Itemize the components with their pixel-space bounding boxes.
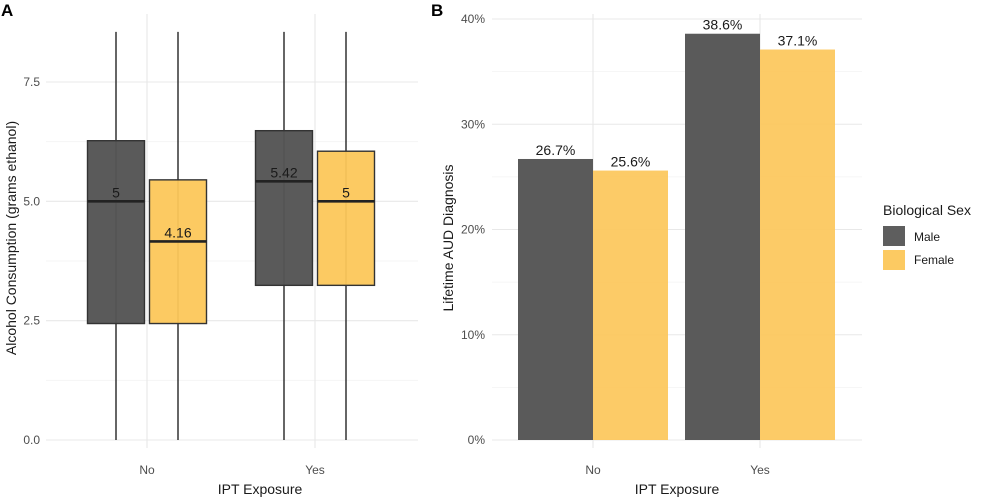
panel-a-y-tick-label: 5.0 [23,194,40,208]
legend: Biological Sex Male Female [883,202,971,270]
panel-b-y-axis-title: Lifetime AUD Diagnosis [440,164,456,311]
legend-title: Biological Sex [883,202,971,218]
panel-a-x-tick-label: No [139,463,155,477]
panel-b-barchart: B 0% 10% 20% 30% 40% No Yes 26.7% 38.6% 25.6% 37… [431,1,862,497]
panel-b-y-tick-label: 40% [461,12,485,26]
panel-a-x-ticks: No Yes [139,463,324,477]
box-median-label: 5.42 [270,164,297,180]
bar-female [593,170,668,440]
bar-male [685,33,760,441]
panel-a-y-tick-label: 2.5 [23,314,40,328]
panel-b-x-ticks: No Yes [585,463,769,477]
panel-a-y-tick-label: 7.5 [23,75,40,89]
legend-label-male: Male [914,230,940,244]
bar-value-label: 25.6% [611,154,651,170]
panel-a-y-tick-label: 0.0 [23,433,40,447]
panel-b-x-axis-title: IPT Exposure [635,481,720,497]
panel-b-y-tick-label: 20% [461,223,485,237]
panel-a-y-ticks: 0.0 2.5 5.0 7.5 [23,75,40,447]
bar-value-label: 26.7% [536,142,576,158]
panel-b-y-tick-label: 10% [461,328,485,342]
panel-a-x-tick-label: Yes [305,463,325,477]
bar-value-label: 37.1% [778,33,818,49]
panel-b-y-tick-label: 30% [461,117,485,131]
panel-a-x-axis-title: IPT Exposure [218,481,303,497]
bar-value-label: 38.6% [703,17,743,33]
panel-a-boxes: 5 5.42 4.16 5 [86,31,376,440]
box-female [316,150,376,287]
box-median-label: 5 [112,184,120,200]
bar-male [518,158,593,441]
panel-a-letter: A [1,1,13,20]
box-female [148,179,208,325]
panel-b-x-tick-label: No [585,463,601,477]
box-male [86,140,146,325]
panel-b-y-tick-label: 0% [468,433,486,447]
panel-b-letter: B [431,1,443,20]
box-male [254,129,314,287]
panel-b-x-tick-label: Yes [750,463,770,477]
legend-swatch-female [883,250,905,270]
panel-a-y-axis-title: Alcohol Consumption (grams ethanol) [3,121,19,355]
legend-label-female: Female [914,253,954,267]
legend-swatch-male [883,226,905,246]
box-median-label: 4.16 [164,224,191,240]
panel-b-bars: 26.7% 38.6% 25.6% 37.1% [518,17,835,441]
panel-a-boxplot: A 0.0 2.5 5.0 7.5 No Yes 5 5.42 4.16 5 IPT Expo… [1,1,418,497]
bar-female [760,49,835,441]
panel-b-y-ticks: 0% 10% 20% 30% 40% [461,12,485,447]
box-median-label: 5 [342,184,350,200]
